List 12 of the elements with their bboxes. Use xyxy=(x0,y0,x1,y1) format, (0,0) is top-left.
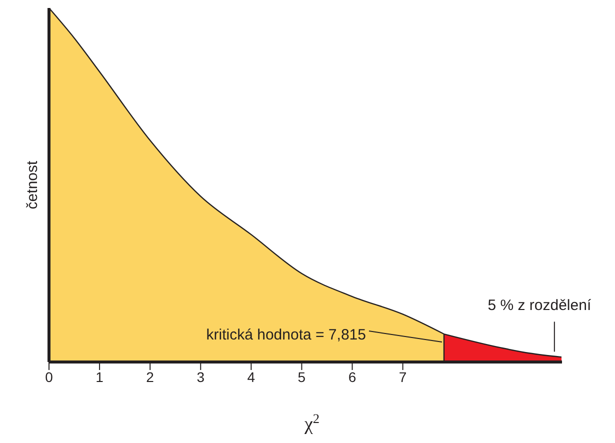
annotation: 5 % z rozdělení xyxy=(488,297,592,314)
x-tick-label: 5 xyxy=(298,368,306,385)
x-axis-title: χ$^{2}$ xyxy=(303,410,320,435)
y-axis-title: četnost xyxy=(24,160,40,210)
x-tick-label: 1 xyxy=(96,368,104,385)
x-tick-label: 7 xyxy=(398,368,407,385)
annotation: kritická hodnota = 7,815 xyxy=(206,326,366,344)
x-tick-label: 3 xyxy=(196,368,205,385)
x-tick-label: 6 xyxy=(348,368,356,385)
x-tick-label: 2 xyxy=(146,368,154,385)
x-tick-label: 0 xyxy=(45,368,54,385)
x-tick-label: 4 xyxy=(247,368,256,385)
